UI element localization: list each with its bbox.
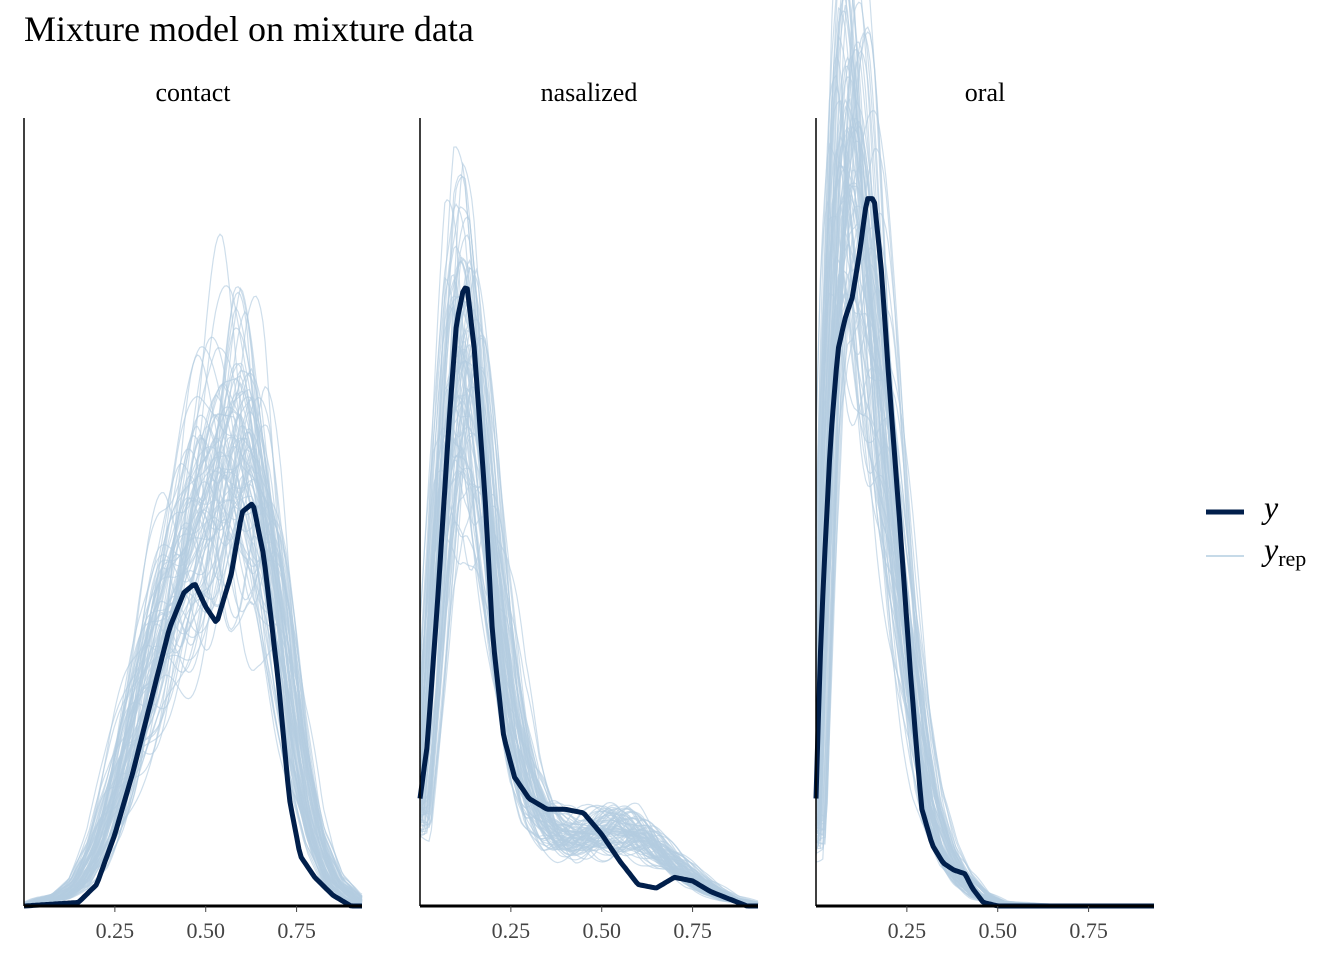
legend-yrep-label: yrep [1261, 531, 1306, 571]
x-tick-label: 0.50 [582, 918, 621, 943]
panel-contact: contact 0.25 0.50 0.75 [23, 78, 363, 943]
x-tick-label: 0.50 [978, 918, 1017, 943]
yrep-density-line [23, 431, 362, 905]
y-density-line [23, 501, 363, 909]
yrep-density-line [23, 286, 363, 907]
yrep-density-line [419, 278, 758, 905]
panel-strip-label: oral [965, 78, 1005, 107]
yrep-density-line [23, 447, 363, 906]
y-density-line [417, 285, 759, 909]
panel-strip-label: contact [155, 78, 231, 107]
yrep-density-line [419, 436, 759, 905]
x-tick-label: 0.25 [888, 918, 927, 943]
yrep-density-line [815, 4, 1154, 907]
legend-y-label: y [1261, 489, 1279, 525]
yrep-density-line [419, 245, 758, 905]
x-tick-label: 0.50 [186, 918, 225, 943]
legend-yrep-subscript: rep [1278, 546, 1306, 571]
yrep-density-line [419, 481, 759, 904]
panel-nasalized: nasalized 0.25 0.50 0.75 [417, 78, 759, 943]
yrep-density-line [24, 431, 363, 907]
yrep-density-line [419, 427, 758, 905]
yrep-density-line [24, 390, 363, 907]
yrep-density-line [23, 362, 363, 907]
x-tick-label: 0.25 [96, 918, 135, 943]
x-tick-label: 0.75 [673, 918, 712, 943]
x-tick-label: 0.75 [277, 918, 316, 943]
yrep-density-line [419, 387, 759, 904]
yrep-density-line [419, 176, 759, 904]
chart-title: Mixture model on mixture data [24, 9, 474, 49]
x-tick-label: 0.25 [492, 918, 531, 943]
yrep-density-line [24, 327, 363, 907]
yrep-density-line [419, 234, 758, 905]
yrep-density-line [815, 1, 1154, 907]
yrep-density-line [24, 396, 363, 907]
yrep-density-line [23, 414, 362, 903]
yrep-density-line [23, 392, 363, 906]
panel-strip-label: nasalized [541, 78, 638, 107]
yrep-density-line [815, 215, 1154, 907]
x-tick-label: 0.75 [1069, 918, 1108, 943]
legend: y yrep [1206, 489, 1306, 571]
yrep-density-line [419, 161, 759, 903]
panel-oral: oral 0.25 0.50 0.75 [813, 0, 1155, 943]
